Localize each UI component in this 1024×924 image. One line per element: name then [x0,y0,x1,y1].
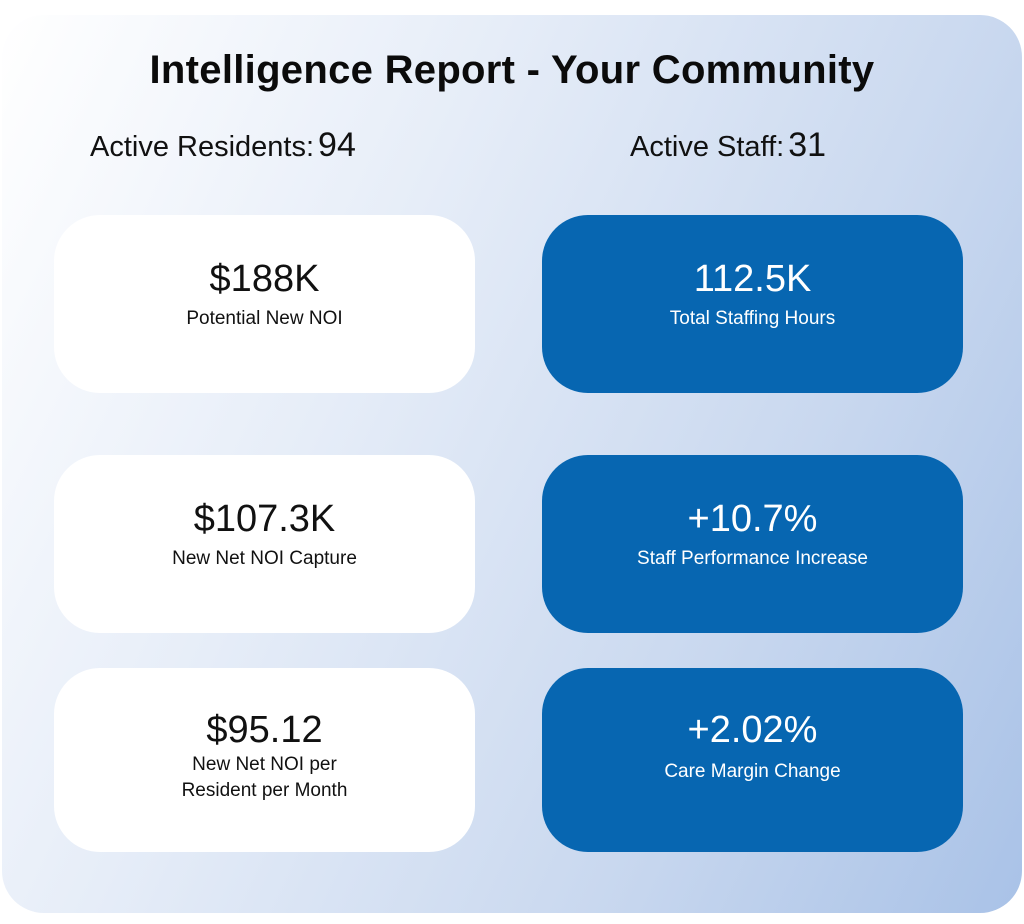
noi-per-resident-value: $95.12 [206,709,323,751]
total-staffing-hours-card: 112.5K Total Staffing Hours [542,215,963,393]
potential-new-noi-card: $188K Potential New NOI [54,215,475,393]
active-residents-value: 94 [318,126,356,164]
care-margin-label: Care Margin Change [664,761,841,782]
noi-per-resident-label-line2: Resident per Month [181,780,348,801]
potential-new-noi-label: Potential New NOI [186,308,343,329]
noi-per-resident-card: $95.12 New Net NOI per Resident per Mont… [54,668,475,852]
active-staff-value: 31 [788,126,827,164]
staff-performance-label: Staff Performance Increase [637,548,868,569]
staff-performance-card: +10.7% Staff Performance Increase [542,455,963,633]
care-margin-card: +2.02% Care Margin Change [542,668,963,852]
total-staffing-hours-value: 112.5K [693,258,812,300]
page-title: Intelligence Report - Your Community [149,48,875,92]
new-net-noi-capture-label: New Net NOI Capture [172,548,357,569]
active-residents-stat: Active Residents: 94 [90,126,356,166]
active-staff-label: Active Staff: [630,131,785,163]
care-margin-value: +2.02% [687,709,818,751]
active-staff-stat: Active Staff: 31 [630,126,826,166]
total-staffing-hours-label: Total Staffing Hours [669,308,836,329]
noi-per-resident-label-line1: New Net NOI per [192,754,337,775]
noi-per-resident-label: New Net NOI per Resident per Month [54,752,475,804]
potential-new-noi-value: $188K [209,258,320,300]
staff-performance-value: +10.7% [687,498,818,540]
new-net-noi-capture-card: $107.3K New Net NOI Capture [54,455,475,633]
new-net-noi-capture-value: $107.3K [193,498,336,540]
active-residents-label: Active Residents: [90,131,315,163]
